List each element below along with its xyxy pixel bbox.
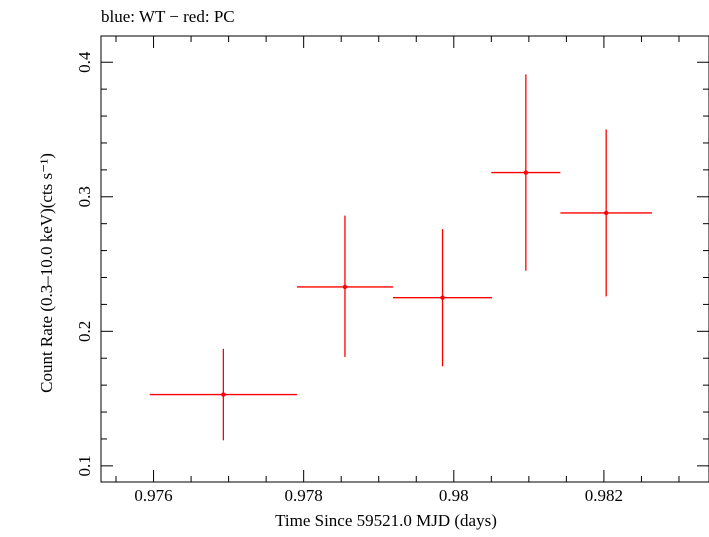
data-point — [392, 229, 493, 367]
data-point — [560, 129, 652, 297]
point-marker — [221, 392, 226, 397]
data-point — [149, 348, 297, 441]
point-marker — [603, 210, 609, 216]
x-tick-label: 0.978 — [285, 486, 323, 505]
point-marker — [342, 284, 348, 290]
x-axis-label: Time Since 59521.0 MJD (days) — [275, 511, 497, 530]
y-tick-label: 0.1 — [75, 455, 94, 476]
data-layer — [149, 74, 652, 441]
point-marker — [523, 170, 529, 175]
data-point — [491, 74, 561, 271]
x-axis: 0.976 0.978 0.98 0.982 — [115, 36, 680, 505]
point-marker — [440, 295, 445, 300]
y-tick-label: 0.4 — [75, 51, 94, 73]
x-tick-label: 0.976 — [134, 486, 172, 505]
y-axis: 0.1 0.2 0.3 0.4 — [75, 51, 709, 476]
x-tick-label: 0.98 — [439, 486, 469, 505]
y-axis-label: Count Rate (0.3–10.0 keV)(cts s⁻¹) — [37, 153, 56, 393]
y-tick-label: 0.2 — [75, 321, 94, 342]
x-tick-label: 0.982 — [585, 486, 623, 505]
plot-frame — [100, 35, 709, 483]
y-tick-label: 0.3 — [75, 186, 94, 207]
chart-title: blue: WT − red: PC — [101, 7, 235, 26]
data-point — [296, 215, 393, 357]
